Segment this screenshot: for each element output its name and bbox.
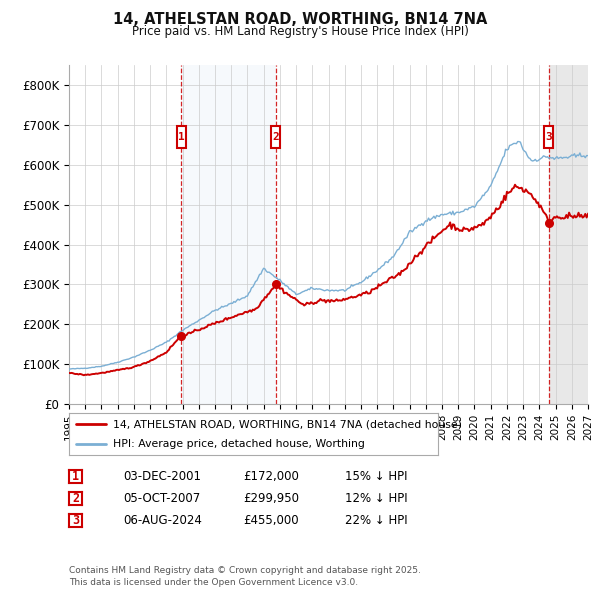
Text: 03-DEC-2001: 03-DEC-2001 — [123, 470, 201, 483]
Text: 12% ↓ HPI: 12% ↓ HPI — [345, 492, 407, 505]
Text: £172,000: £172,000 — [243, 470, 299, 483]
Text: 1: 1 — [178, 132, 185, 142]
Text: 1: 1 — [72, 470, 79, 483]
Text: 06-AUG-2024: 06-AUG-2024 — [123, 514, 202, 527]
Text: HPI: Average price, detached house, Worthing: HPI: Average price, detached house, Wort… — [113, 439, 365, 449]
Text: 05-OCT-2007: 05-OCT-2007 — [123, 492, 200, 505]
Bar — [271, 126, 280, 148]
Text: £455,000: £455,000 — [243, 514, 299, 527]
Bar — [176, 126, 186, 148]
Text: £299,950: £299,950 — [243, 492, 299, 505]
Text: 14, ATHELSTAN ROAD, WORTHING, BN14 7NA (detached house): 14, ATHELSTAN ROAD, WORTHING, BN14 7NA (… — [113, 419, 462, 430]
Text: 2: 2 — [72, 492, 79, 505]
Text: Contains HM Land Registry data © Crown copyright and database right 2025.
This d: Contains HM Land Registry data © Crown c… — [69, 566, 421, 587]
Bar — [549, 65, 588, 404]
Text: 3: 3 — [545, 132, 552, 142]
Bar — [181, 65, 276, 404]
Text: 2: 2 — [272, 132, 279, 142]
Bar — [544, 126, 553, 148]
Text: 3: 3 — [72, 514, 79, 527]
Text: 15% ↓ HPI: 15% ↓ HPI — [345, 470, 407, 483]
Text: Price paid vs. HM Land Registry's House Price Index (HPI): Price paid vs. HM Land Registry's House … — [131, 25, 469, 38]
Text: 22% ↓ HPI: 22% ↓ HPI — [345, 514, 407, 527]
Text: 14, ATHELSTAN ROAD, WORTHING, BN14 7NA: 14, ATHELSTAN ROAD, WORTHING, BN14 7NA — [113, 12, 487, 27]
